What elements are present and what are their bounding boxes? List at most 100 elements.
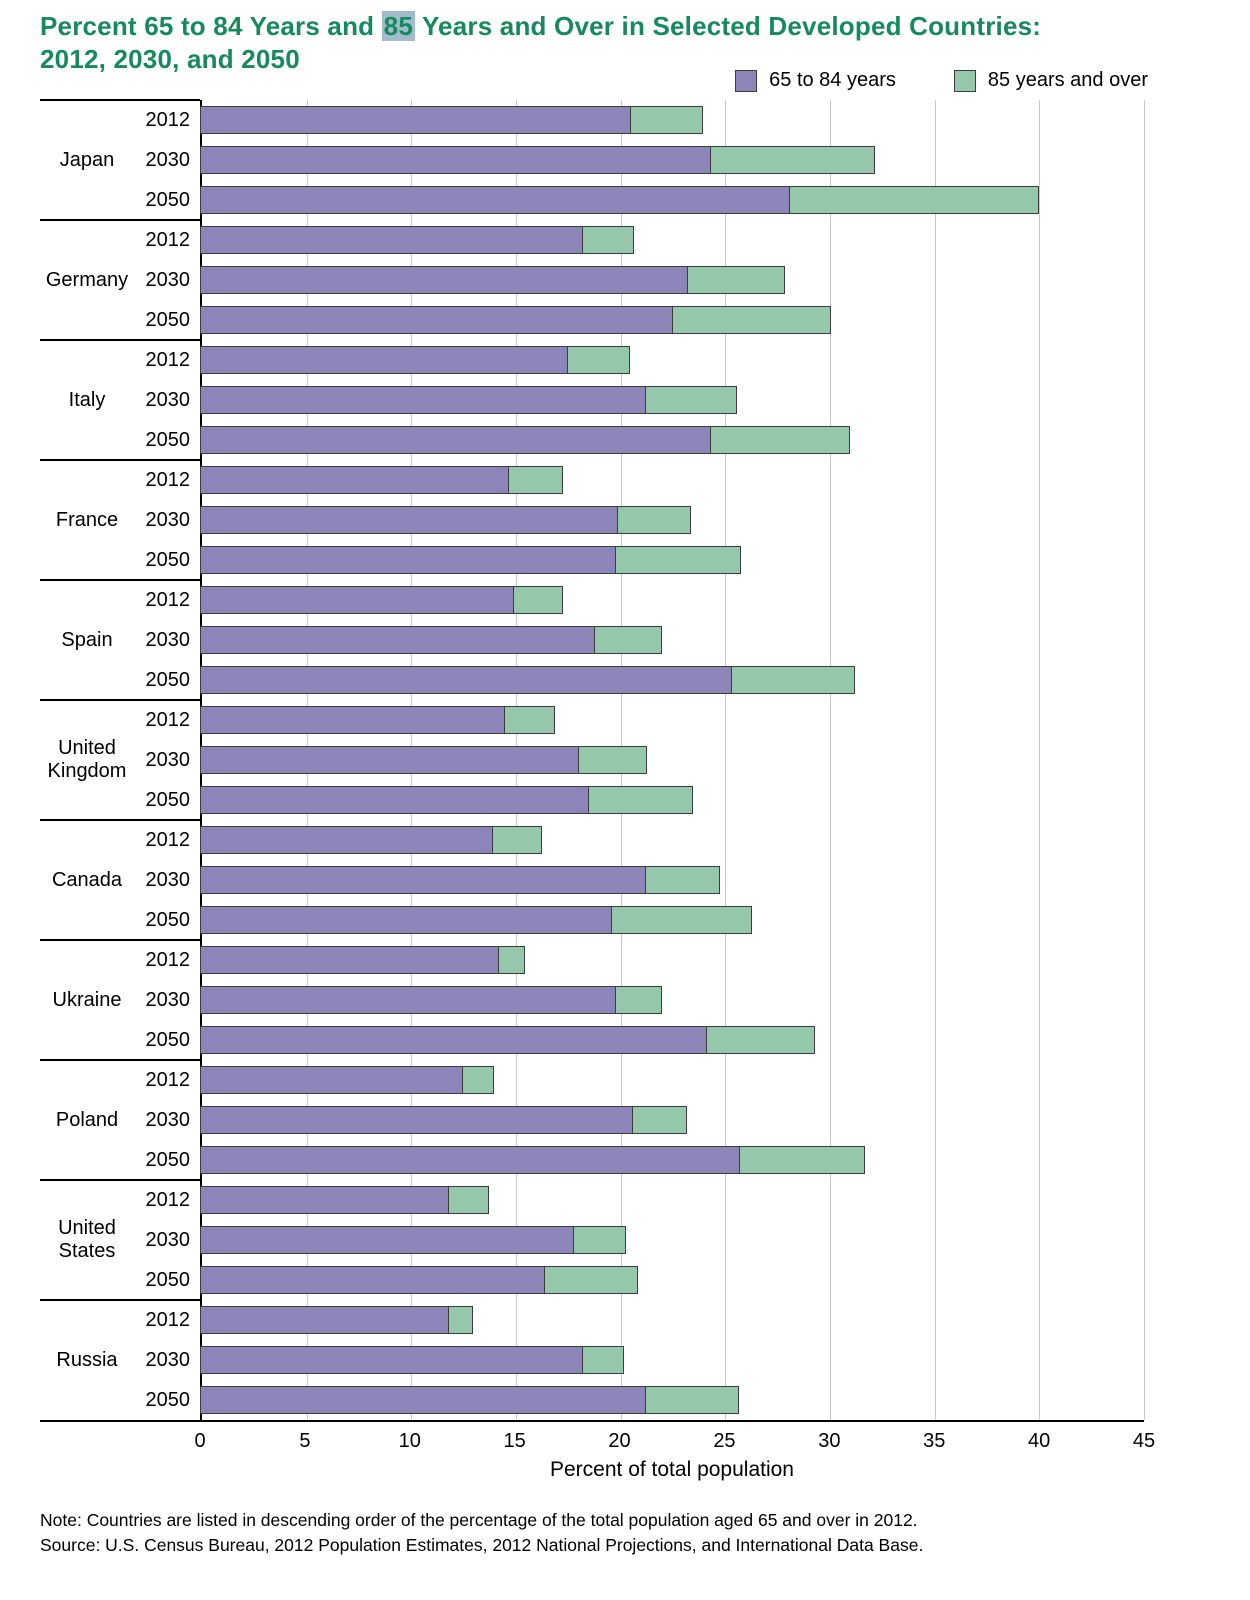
bars-column	[200, 220, 1144, 340]
bar-segment-65-84	[200, 1066, 463, 1094]
bar-segment-65-84	[200, 546, 616, 574]
bar-track	[200, 340, 1144, 380]
bars-column	[200, 100, 1144, 220]
bar-segment-85-over	[581, 1346, 624, 1374]
bar-track	[200, 460, 1144, 500]
year-label: 2030	[145, 1348, 191, 1371]
bars-column	[200, 940, 1144, 1060]
title-line-2: 2012, 2030, and 2050	[40, 43, 300, 74]
bar-track	[200, 940, 1144, 980]
year-label: 2030	[145, 268, 191, 291]
bar-segment-65-84	[200, 826, 492, 854]
country-group: Ukraine 2012 2030 2050	[40, 939, 1144, 1060]
bar-segment-65-84	[200, 1226, 574, 1254]
bars-column	[200, 1300, 1144, 1420]
country-label: Italy	[68, 388, 106, 411]
bar-segment-85-over	[447, 1186, 490, 1214]
country-label: United Kingdom	[47, 737, 127, 782]
bar-segment-85-over	[573, 1226, 626, 1254]
group-labels: Ukraine 2012 2030 2050	[40, 939, 200, 1060]
legend-item-85-over: 85 years and over	[953, 69, 1148, 92]
year-label: 2030	[145, 628, 191, 651]
bar-segment-85-over	[447, 1306, 473, 1334]
bar-segment-65-84	[200, 146, 710, 174]
bar-segment-85-over	[730, 666, 855, 694]
bar-track	[200, 380, 1144, 420]
year-label: 2030	[145, 1108, 191, 1131]
bar-segment-65-84	[200, 1346, 582, 1374]
bars-column	[200, 820, 1144, 940]
bar-track	[200, 1300, 1144, 1340]
bar-track	[200, 780, 1144, 820]
x-axis-label: Percent of total population	[549, 1458, 794, 1481]
bar-segment-85-over	[567, 346, 631, 374]
country-group: United States 2012 2030 2050	[40, 1179, 1144, 1300]
year-label: 2030	[145, 148, 191, 171]
x-tick-label: 0	[194, 1430, 206, 1452]
bar-segment-85-over	[504, 706, 555, 734]
bar-track	[200, 820, 1144, 860]
group-labels: Poland 2012 2030 2050	[40, 1059, 200, 1180]
country-label: Japan	[59, 148, 115, 171]
bar-segment-85-over	[611, 906, 752, 934]
years-column: 2012 2030 2050	[136, 340, 200, 460]
bar-track	[200, 140, 1144, 180]
bar-segment-65-84	[200, 1026, 706, 1054]
bar-segment-85-over	[709, 146, 876, 174]
bar-segment-85-over	[672, 306, 832, 334]
bar-segment-85-over	[644, 866, 721, 894]
x-tick-label: 10	[398, 1430, 421, 1452]
group-labels: United States 2012 2030 2050	[40, 1179, 200, 1300]
bar-track	[200, 660, 1144, 700]
gridline	[829, 100, 831, 1420]
country-label: Ukraine	[52, 988, 122, 1011]
group-labels: France 2012 2030 2050	[40, 459, 200, 580]
bars-column	[200, 580, 1144, 700]
years-column: 2012 2030 2050	[136, 220, 200, 340]
years-column: 2012 2030 2050	[136, 940, 200, 1060]
year-label: 2050	[145, 788, 191, 811]
bar-segment-85-over	[594, 626, 662, 654]
bar-segment-85-over	[709, 426, 851, 454]
bar-segment-85-over	[705, 1026, 815, 1054]
country-group: Germany 2012 2030 2050	[40, 219, 1144, 340]
page: Percent 65 to 84 Years and 85 Years and …	[40, 11, 1155, 1555]
bar-track	[200, 860, 1144, 900]
bar-track	[200, 220, 1144, 260]
year-label: 2012	[145, 468, 191, 491]
bar-segment-65-84	[200, 1386, 645, 1414]
x-axis-ticks: 0 5 10 15 20 25 30 35 40 45	[194, 1422, 1155, 1454]
country-group: Italy 2012 2030 2050	[40, 339, 1144, 460]
x-tick-label: 40	[1027, 1430, 1051, 1452]
bar-track	[200, 540, 1144, 580]
bar-segment-65-84	[200, 986, 616, 1014]
bar-track	[200, 260, 1144, 300]
bar-segment-85-over	[462, 1066, 494, 1094]
x-tick-label: 30	[818, 1430, 841, 1452]
bar-track	[200, 420, 1144, 460]
country-group: Japan 2012 2030 2050	[40, 99, 1144, 220]
years-column: 2012 2030 2050	[136, 100, 200, 220]
x-tick-label: 20	[608, 1430, 631, 1452]
years-column: 2012 2030 2050	[136, 580, 200, 700]
country-label: Russia	[56, 1348, 118, 1371]
country-group: Russia 2012 2030 2050	[40, 1299, 1144, 1420]
bar-track	[200, 620, 1144, 660]
bars-column	[200, 700, 1144, 820]
x-tick-label: 15	[503, 1430, 526, 1452]
group-labels: Italy 2012 2030 2050	[40, 339, 200, 460]
country-group: United Kingdom 2012 2030 2050	[40, 699, 1144, 820]
source-text: Source: U.S. Census Bureau, 2012 Populat…	[40, 1534, 924, 1555]
bar-segment-85-over	[512, 586, 563, 614]
bar-track	[200, 100, 1144, 140]
legend: 65 to 84 years 85 years and over	[40, 69, 1148, 92]
bar-segment-85-over	[581, 226, 635, 254]
bar-segment-65-84	[200, 1306, 448, 1334]
bars-column	[200, 340, 1144, 460]
year-label: 2012	[145, 1068, 191, 1091]
year-label: 2050	[145, 188, 191, 211]
country-label: France	[55, 508, 119, 531]
bar-segment-85-over	[644, 386, 738, 414]
x-tick-label: 25	[713, 1430, 736, 1452]
bar-track	[200, 1140, 1144, 1180]
